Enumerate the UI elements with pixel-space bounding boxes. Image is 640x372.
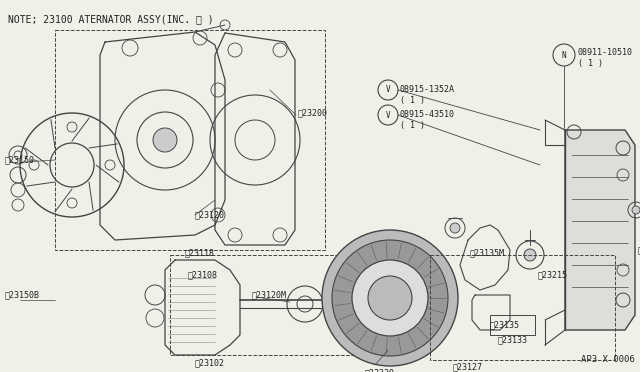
Text: V: V <box>386 86 390 94</box>
Circle shape <box>153 128 177 152</box>
Text: ※23135M: ※23135M <box>470 248 505 257</box>
Text: ※23133: ※23133 <box>498 335 528 344</box>
Text: N: N <box>562 51 566 60</box>
Circle shape <box>368 276 412 320</box>
Text: ※23200: ※23200 <box>298 108 328 117</box>
Bar <box>430 255 615 360</box>
Text: NOTE; 23100 ATERNATOR ASSY(INC. ※ ): NOTE; 23100 ATERNATOR ASSY(INC. ※ ) <box>8 14 214 24</box>
Text: ※23120: ※23120 <box>195 210 225 219</box>
Text: 08911-10510: 08911-10510 <box>578 48 633 57</box>
Circle shape <box>332 240 448 356</box>
Circle shape <box>352 260 428 336</box>
Polygon shape <box>565 130 635 330</box>
Circle shape <box>450 223 460 233</box>
Circle shape <box>322 230 458 366</box>
Text: ※23108: ※23108 <box>188 270 218 279</box>
Bar <box>490 315 535 335</box>
Text: ※23120M: ※23120M <box>252 290 287 299</box>
Text: AP3 X 0006: AP3 X 0006 <box>581 355 635 364</box>
Text: ( 1 ): ( 1 ) <box>400 121 425 130</box>
Text: 08915-1352A: 08915-1352A <box>400 85 455 94</box>
Text: ※23230: ※23230 <box>365 368 395 372</box>
Bar <box>55 30 325 250</box>
Text: ※23127: ※23127 <box>453 362 483 371</box>
Text: ※23215: ※23215 <box>538 270 568 279</box>
Text: 08915-43510: 08915-43510 <box>400 110 455 119</box>
Bar <box>170 255 390 355</box>
Circle shape <box>632 206 640 214</box>
Circle shape <box>524 249 536 261</box>
Text: ( 1 ): ( 1 ) <box>400 96 425 105</box>
Text: ※23150: ※23150 <box>5 155 35 164</box>
Text: V: V <box>386 110 390 119</box>
Text: ※23102: ※23102 <box>195 358 225 367</box>
Text: ※23127A: ※23127A <box>638 245 640 254</box>
Text: ※23118: ※23118 <box>185 248 215 257</box>
Text: ※23150B: ※23150B <box>5 290 40 299</box>
Text: ( 1 ): ( 1 ) <box>578 59 603 68</box>
Text: ※23135: ※23135 <box>490 320 520 329</box>
